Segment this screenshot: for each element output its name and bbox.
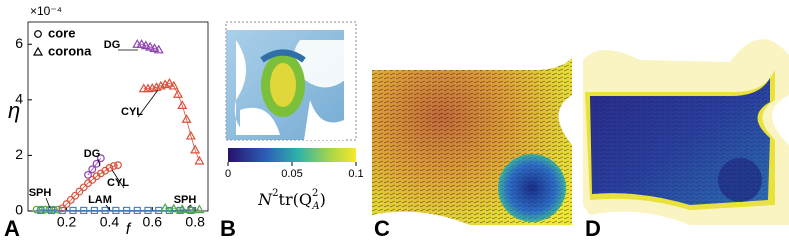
marker: [153, 44, 164, 54]
marker: [32, 205, 41, 214]
colorbar-tick-label: 0.1: [348, 168, 363, 180]
y-tick-label: 0: [15, 202, 23, 218]
marker: [84, 170, 92, 179]
director-field-c: [372, 58, 572, 225]
annotation-arrow: [45, 197, 51, 209]
marker: [92, 159, 101, 168]
marker: [133, 206, 141, 215]
x-tick-label: 0.4: [100, 214, 120, 230]
label-part: ): [320, 190, 326, 209]
marker: [185, 204, 196, 214]
marker: [177, 100, 188, 109]
annotation: DG: [84, 148, 101, 160]
annotation-arrow: [105, 204, 111, 211]
marker: [194, 204, 205, 214]
colorbar-tick-label: 0: [225, 168, 231, 180]
marker: [149, 43, 160, 53]
annotation-arrow: [187, 204, 192, 208]
marker: [144, 206, 152, 215]
marker: [112, 206, 120, 215]
marker: [34, 30, 42, 38]
marker: [160, 203, 171, 212]
panel-label: C: [374, 216, 390, 241]
panel-label: D: [585, 216, 601, 241]
marker: [194, 155, 205, 165]
label-part: tr(Q: [279, 190, 312, 209]
label-part: N: [257, 190, 273, 209]
legend-label: core: [48, 25, 75, 40]
marker: [75, 187, 84, 196]
label-part: 2: [272, 188, 278, 199]
marker: [114, 161, 122, 170]
annotation-arrow: [97, 158, 101, 167]
marker: [168, 203, 179, 213]
x-tick-label: 0.6: [143, 214, 163, 230]
marker: [88, 165, 97, 174]
marker: [164, 77, 175, 87]
x-axis-label: f: [126, 221, 132, 238]
plot-frame: [27, 21, 209, 212]
marker: [172, 89, 184, 98]
marker: [109, 162, 118, 170]
marker: [122, 206, 131, 215]
marker: [136, 39, 147, 48]
marker: [69, 206, 77, 215]
colorbar: [228, 148, 356, 162]
y-axis-label: η: [8, 98, 20, 123]
marker: [145, 41, 156, 51]
y-multiplier: ×10⁻⁴: [30, 4, 62, 18]
label-part: 2: [312, 188, 318, 199]
legend-label: corona: [48, 43, 92, 58]
marker: [58, 204, 67, 213]
x-tick-label: 0.2: [57, 214, 77, 230]
annotation: CYL: [121, 106, 143, 118]
director-field-d: [583, 39, 789, 225]
colorbar-label: N2tr(Q2 A): [257, 188, 326, 212]
annotation-arrow: [137, 89, 159, 118]
marker: [190, 144, 201, 154]
marker: [62, 200, 71, 208]
label-part: A: [311, 201, 319, 212]
marker: [185, 130, 196, 140]
marker: [168, 80, 179, 90]
marker: [79, 183, 88, 192]
marker: [66, 195, 75, 204]
marker: [165, 206, 174, 215]
marker: [37, 206, 45, 215]
marker: [177, 204, 188, 213]
gyroid-image: [225, 21, 357, 141]
y-tick-label: 2: [15, 146, 23, 162]
marker: [140, 40, 151, 50]
marker: [101, 206, 109, 215]
annotation: SPH: [174, 194, 197, 206]
marker: [90, 206, 99, 215]
series-line: [62, 164, 119, 209]
annotation: SPH: [29, 187, 52, 199]
y-tick-label: 6: [15, 35, 23, 51]
annotation: CYL: [107, 177, 129, 189]
marker: [80, 206, 88, 215]
marker: [47, 206, 56, 215]
annotation: LAM: [88, 194, 112, 206]
annotation: DG: [104, 39, 121, 51]
marker: [105, 164, 114, 172]
annotation-arrow: [111, 169, 125, 189]
marker: [32, 46, 44, 56]
marker: [181, 114, 192, 123]
panel-label: B: [220, 216, 236, 241]
colorbar-tick-label: 0.05: [281, 168, 302, 180]
y-tick-label: 4: [15, 91, 23, 107]
x-tick-label: 0.8: [185, 214, 205, 230]
panel-label: A: [4, 216, 20, 241]
marker: [71, 191, 80, 200]
marker: [96, 154, 105, 163]
